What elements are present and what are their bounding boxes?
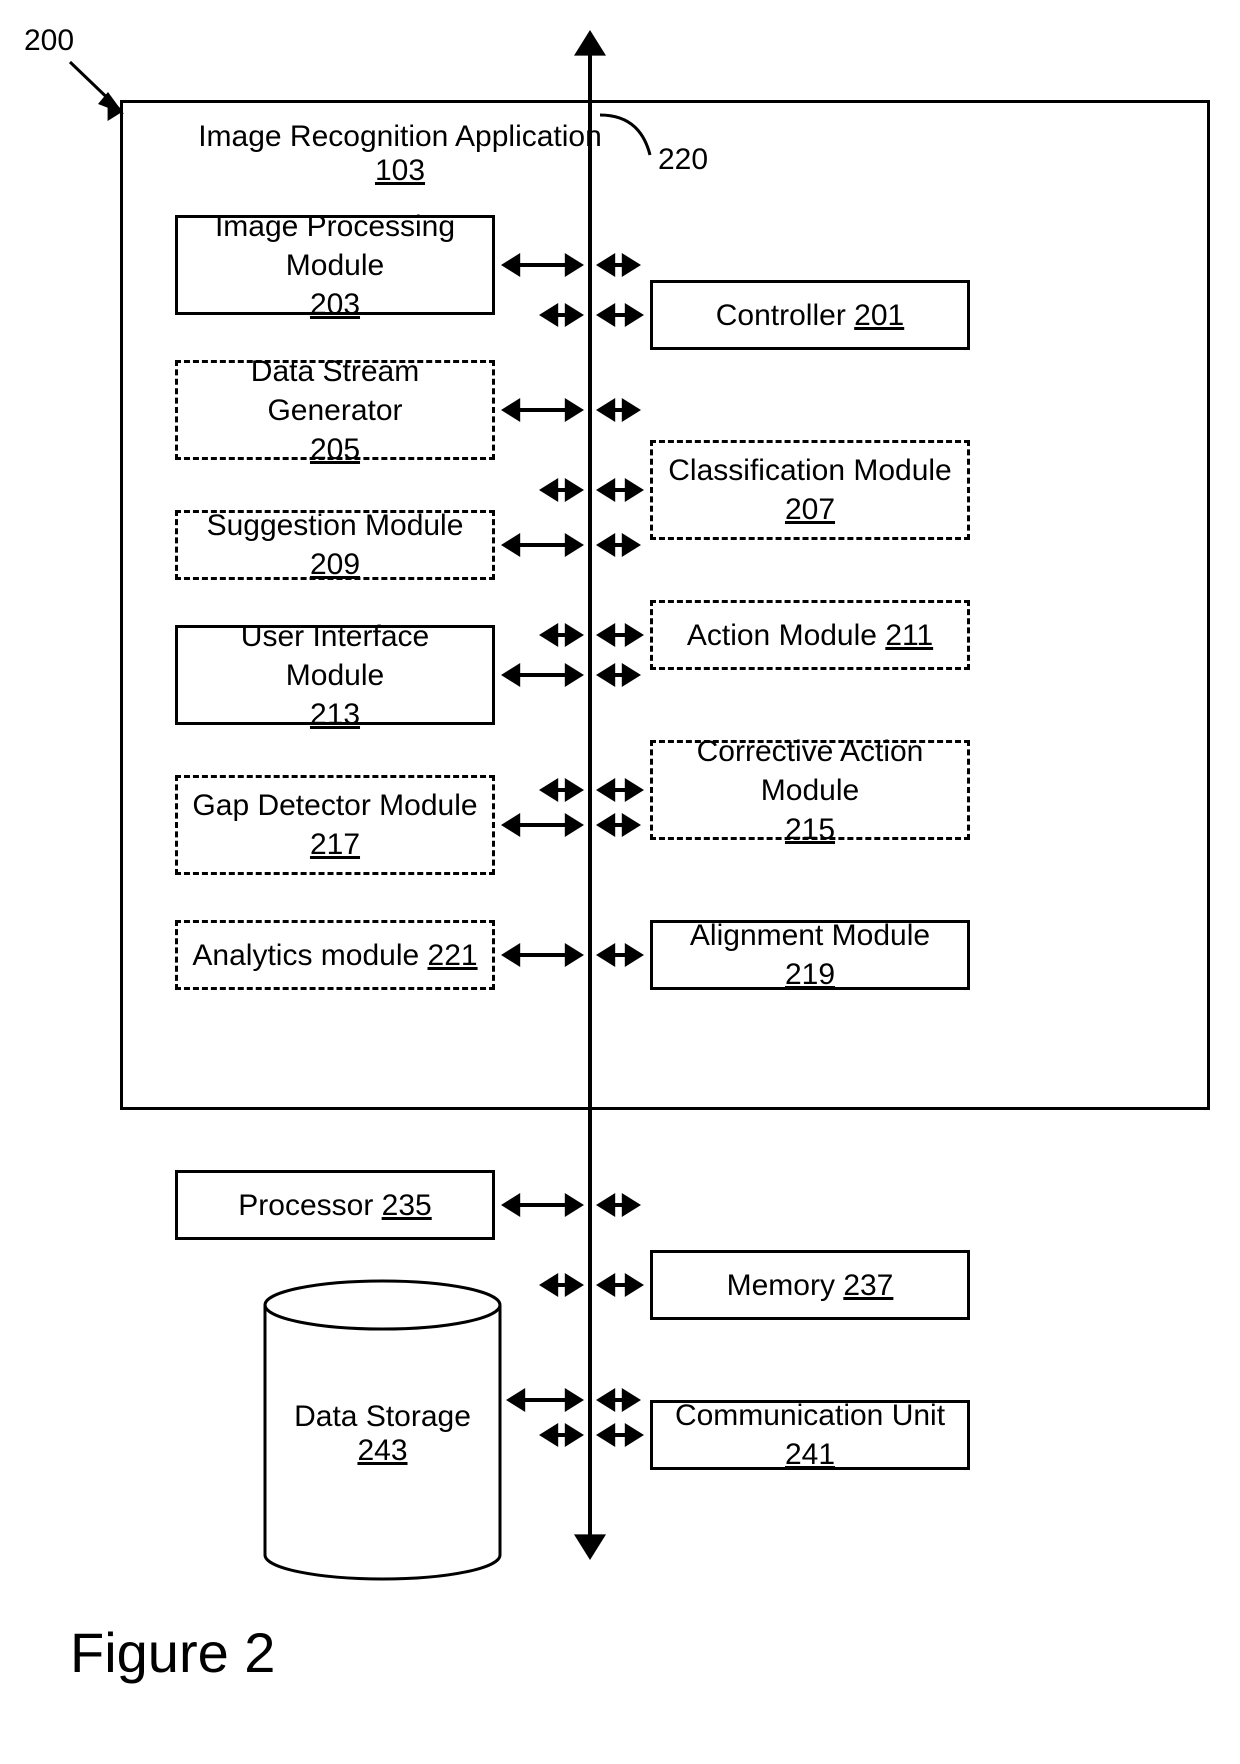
module-box-classify: Classification Module207 [650, 440, 970, 540]
app-container-title: Image Recognition Application 103 [190, 120, 610, 188]
module-box-data-stream: Data Stream Generator205 [175, 360, 495, 460]
module-box-ui: User Interface Module213 [175, 625, 495, 725]
module-box-suggest: Suggestion Module 209 [175, 510, 495, 580]
diagram-canvas: 200 Image Recognition Application 103 22… [0, 0, 1240, 1764]
module-box-controller: Controller 201 [650, 280, 970, 350]
module-box-action: Action Module 211 [650, 600, 970, 670]
module-box-corrective: Corrective Action Module215 [650, 740, 970, 840]
module-box-comm: Communication Unit 241 [650, 1400, 970, 1470]
module-box-img-proc: Image Processing Module203 [175, 215, 495, 315]
bus-ref-label: 220 [658, 143, 708, 177]
module-box-analytics: Analytics module 221 [175, 920, 495, 990]
storage-label: Data Storage243 [265, 1400, 500, 1468]
module-box-gap: Gap Detector Module217 [175, 775, 495, 875]
figure-ref-200: 200 [24, 24, 74, 58]
figure-caption: Figure 2 [70, 1620, 275, 1685]
module-box-processor: Processor 235 [175, 1170, 495, 1240]
module-box-memory: Memory 237 [650, 1250, 970, 1320]
module-box-alignment: Alignment Module 219 [650, 920, 970, 990]
